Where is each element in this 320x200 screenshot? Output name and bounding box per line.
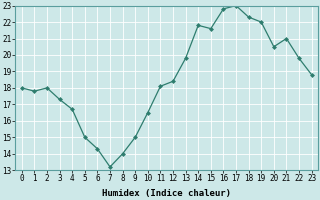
X-axis label: Humidex (Indice chaleur): Humidex (Indice chaleur): [102, 189, 231, 198]
